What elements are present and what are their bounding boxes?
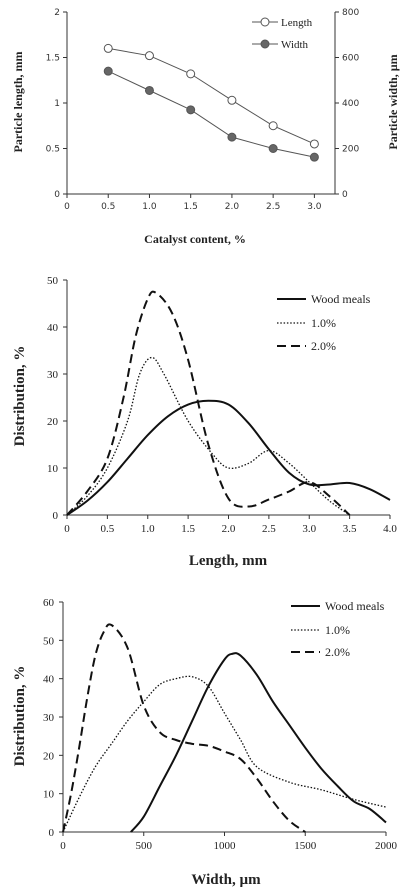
legend: Wood meals 1.0% 2.0% [291,599,385,659]
y-axis-label: Distribution, % [12,346,28,447]
x-tick-label: 0 [64,202,70,212]
data-point-width [144,85,154,95]
series-line-width [108,70,315,158]
legend: Wood meals 1.0% 2.0% [277,292,371,353]
y-tick-label-left: 0.5 [46,145,60,155]
x-tick-label: 1.0 [142,202,157,212]
data-point-width [227,132,237,142]
x-tick-label: 3.0 [302,523,316,535]
legend-marker-length [260,17,270,27]
y-tick-label: 30 [43,712,55,724]
x-axis-label: Width, µm [191,872,261,888]
x-tick-label: 1000 [214,840,237,852]
y-tick-label: 10 [47,463,59,475]
y-tick-label-right: 400 [342,99,359,109]
y-tick-label: 40 [47,322,59,334]
data-point-length [103,43,113,53]
x-tick-label: 3.5 [343,523,357,535]
y-tick-label-right: 800 [342,8,359,18]
data-point-width [309,152,319,162]
y-tick-label: 20 [43,750,55,762]
legend-marker-width [260,39,270,49]
y-tick-label-left: 1 [54,99,60,109]
x-tick-label: 2.5 [266,202,280,212]
x-tick-label: 500 [136,840,153,852]
y-tick-label: 50 [43,635,55,647]
series-line-wood-meals [66,399,391,516]
series-line-2-0- [62,623,306,833]
x-tick-label: 2.0 [225,202,240,212]
y-tick-label-left: 0 [54,190,60,200]
legend-label-2pct: 2.0% [325,645,350,659]
data-point-length [268,121,278,131]
x-tick-label: 3.0 [307,202,322,212]
y-tick-label: 50 [47,275,59,287]
y-tick-label-right: 200 [342,145,359,155]
y-tick-label-right: 600 [342,54,359,64]
y-tick-label: 60 [43,597,55,609]
legend-label-1pct: 1.0% [311,316,336,330]
x-tick-label: 1500 [294,840,317,852]
data-point-width [103,66,113,76]
series-line-length [108,47,315,145]
y-tick-label: 40 [43,674,55,686]
y-axis-label: Distribution, % [12,666,28,767]
y-tick-label: 30 [47,369,59,381]
legend: Length Width [252,17,313,51]
x-tick-label: 2.0 [222,523,236,535]
y-tick-label: 0 [53,510,59,522]
x-tick-label: 1.5 [181,523,195,535]
data-point-length [144,51,154,61]
x-tick-label: 0 [60,840,66,852]
x-axis-label: Length, mm [189,553,268,569]
y-axis-label-left: Particle length, mm [11,52,25,153]
legend-label-length: Length [281,17,313,29]
data-point-length [186,69,196,79]
data-point-length [309,139,319,149]
x-tick-label: 4.0 [383,523,397,535]
data-point-length [227,95,237,105]
chart-catalyst: 0 0.5 1.0 1.5 2.0 2.5 3.0 0 0.5 1 1.5 2 0 200 400 600… [11,8,400,246]
legend-label-wood: Wood meals [325,599,385,613]
series-line-2-0- [66,290,351,516]
chart-width-distribution: 0 500 1000 1500 2000 0 10 20 30 40 50 60 Width, µm… [12,597,398,888]
legend-label-wood: Wood meals [311,292,371,306]
y-axis-label-right: Particle width, µm [386,54,400,149]
y-tick-label-left: 2 [54,8,60,18]
x-tick-label: 0.5 [101,523,115,535]
x-tick-label: 0 [64,523,70,535]
y-tick-label: 0 [49,827,55,839]
y-tick-label-right: 0 [342,190,348,200]
x-tick-label: 2000 [375,840,398,852]
y-tick-label: 20 [47,416,59,428]
series-line-1-0- [62,675,387,833]
legend-label-2pct: 2.0% [311,339,336,353]
y-tick-label-left: 1.5 [46,54,60,64]
data-point-width [186,105,196,115]
x-tick-label: 1.0 [141,523,155,535]
x-axis-label: Catalyst content, % [144,232,246,246]
x-tick-label: 1.5 [184,202,198,212]
series-line-1-0- [66,356,351,516]
legend-label-width: Width [281,39,309,51]
x-tick-label: 0.5 [101,202,115,212]
x-tick-label: 2.5 [262,523,276,535]
legend-label-1pct: 1.0% [325,623,350,637]
series-line-wood-meals [130,652,387,833]
y-tick-label: 10 [43,789,55,801]
chart-length-distribution: 0 0.5 1.0 1.5 2.0 2.5 3.0 3.5 4.0 0 10 20 30 40 50 Le… [12,275,397,569]
data-point-width [268,144,278,153]
